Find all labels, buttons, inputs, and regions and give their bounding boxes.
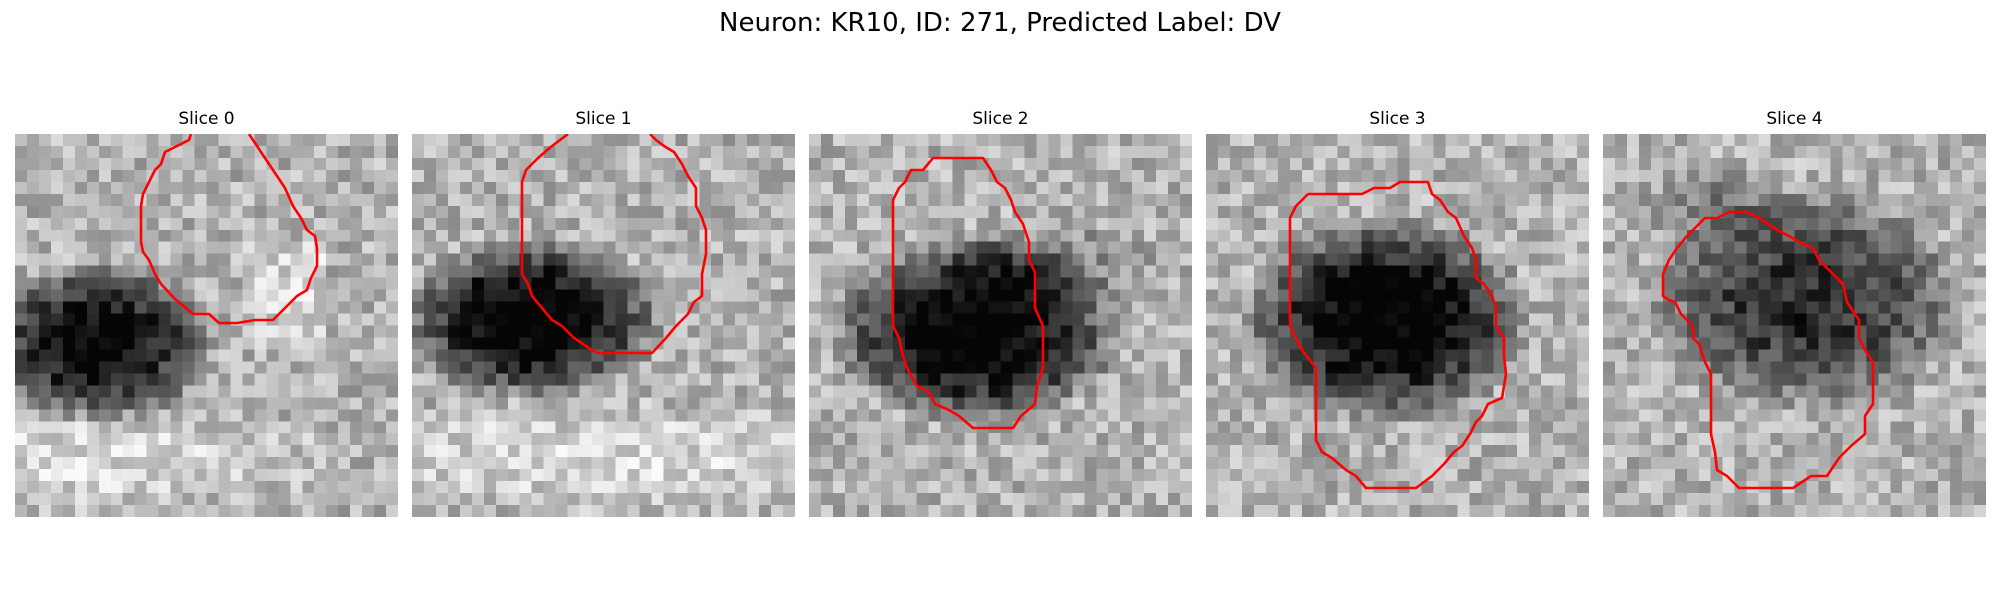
slice-title: Slice 3 [1369,109,1426,129]
slice-panel-1: Slice 1 [412,108,795,518]
slice-image [1206,134,1589,517]
slice-panel-2: Slice 2 [809,108,1192,518]
grayscale-image [412,134,795,517]
slice-image [412,134,795,517]
slice-image [15,134,398,517]
slice-title: Slice 2 [972,109,1029,129]
slice-image [1603,134,1986,517]
slice-title: Slice 4 [1766,109,1823,129]
grayscale-image [1603,134,1986,517]
slice-panel-4: Slice 4 [1603,108,1986,518]
grayscale-image [15,134,398,517]
roi-outline [891,156,1045,430]
roi-outline [139,134,319,325]
roi-outline [520,134,708,355]
roi-outline [1661,210,1875,490]
slice-title: Slice 1 [575,109,632,129]
grayscale-image [1206,134,1589,517]
slice-image [809,134,1192,517]
slice-panel-3: Slice 3 [1206,108,1589,518]
slice-title: Slice 0 [178,109,235,129]
figure-title: Neuron: KR10, ID: 271, Predicted Label: … [719,8,1281,38]
roi-outline [1288,180,1508,490]
slice-panel-0: Slice 0 [15,108,398,518]
grayscale-image [809,134,1192,517]
